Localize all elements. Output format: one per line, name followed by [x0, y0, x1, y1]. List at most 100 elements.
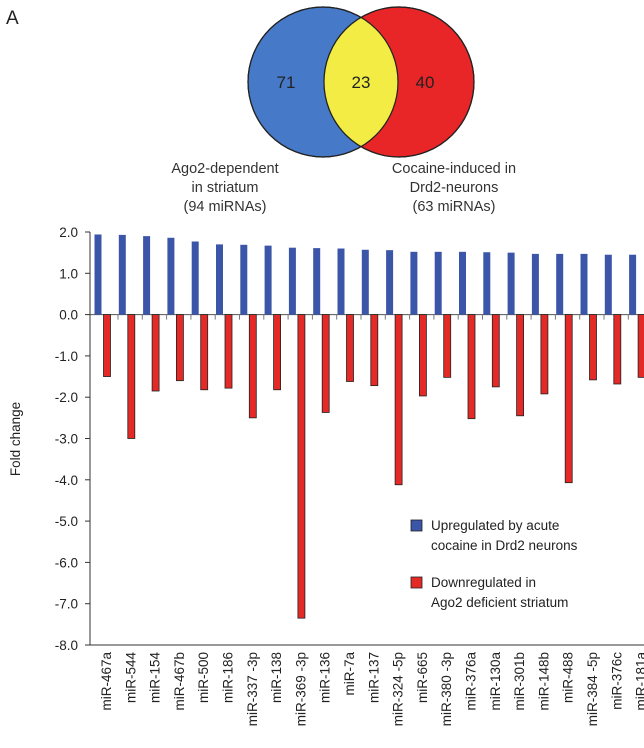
category-label: miR-148b: [536, 652, 551, 711]
venn-diagram: 71 23 40: [247, 6, 475, 158]
category-label: miR-488: [561, 652, 576, 703]
category-label: miR-137: [366, 652, 381, 703]
venn-overlap: [324, 7, 398, 157]
bar-upregulated: [264, 245, 272, 315]
legend-label-line2: cocaine in Drd2 neurons: [431, 538, 578, 553]
category-labels: miR-467a miR-544 miR-154 miR-467b miR-500 miR…: [99, 652, 644, 727]
y-tick-label: -5.0: [55, 514, 78, 529]
category-label: miR-138: [269, 652, 284, 703]
category-label: miR-384 -5p: [585, 652, 600, 726]
bar-downregulated: [273, 314, 282, 391]
y-axis: 2.0 1.0 0.0 -1.0 -2.0 -3.0 -4.0 -5.0 -6.0 -7.0 -8.…: [55, 225, 644, 653]
venn-left-caption-line3: (94 miRNAs): [183, 199, 267, 215]
bar-downregulated: [589, 314, 597, 381]
category-label: miR-337 -3p: [245, 652, 260, 726]
legend-label-line1: Downregulated in: [431, 575, 536, 590]
bar-downregulated: [321, 314, 330, 413]
bar-downregulated: [175, 314, 184, 382]
bar-upregulated: [507, 252, 515, 315]
y-tick-label: 2.0: [59, 225, 78, 240]
venn-right-count: 40: [416, 73, 435, 92]
category-label: miR-324 -5p: [391, 652, 406, 726]
bar-downregulated: [613, 314, 622, 385]
y-tick-label: 1.0: [59, 266, 78, 281]
category-label: miR-544: [123, 652, 138, 704]
y-tick-label: -3.0: [55, 432, 78, 447]
bar-downregulated: [418, 314, 427, 397]
bar-upregulated: [556, 253, 564, 315]
bar-downregulated: [564, 314, 573, 484]
bar-downregulated: [103, 314, 111, 377]
category-label: miR-376a: [464, 652, 479, 711]
bar-downregulated: [467, 314, 476, 420]
legend-label-line2: Ago2 deficient striatum: [431, 595, 568, 610]
venn-overlap-count: 23: [352, 73, 371, 92]
bar-upregulated: [386, 250, 394, 315]
bar-downregulated: [297, 314, 306, 619]
y-tick-label: -8.0: [55, 638, 78, 653]
category-label: miR-186: [221, 652, 236, 703]
category-label: miR-665: [415, 652, 430, 703]
bar-downregulated: [151, 314, 160, 392]
bar-downregulated: [637, 314, 644, 378]
venn-right-caption-line3: (63 miRNAs): [412, 199, 496, 215]
y-tick-label: -1.0: [55, 349, 78, 364]
legend-swatch: [410, 576, 423, 589]
bar-downregulated: [127, 314, 136, 439]
bar-upregulated: [216, 244, 223, 315]
bar-upregulated: [240, 244, 248, 315]
bar-upregulated: [434, 251, 442, 315]
bar-downregulated: [224, 314, 233, 389]
bar-downregulated: [370, 314, 379, 387]
y-tick-label: -6.0: [55, 555, 78, 570]
bar-upregulated: [167, 237, 175, 315]
bar-upregulated: [629, 254, 637, 315]
bar-upregulated: [410, 251, 418, 315]
bar-downregulated: [443, 314, 452, 378]
bar-upregulated: [313, 248, 321, 315]
y-tick-label: -4.0: [55, 473, 78, 488]
y-tick-label: -7.0: [55, 597, 78, 612]
venn-left-caption: Ago2-dependent in striatum (94 miRNAs): [150, 160, 300, 217]
bar-downregulated: [491, 314, 500, 388]
category-label: miR-130a: [488, 652, 503, 711]
bar-upregulated: [361, 249, 369, 315]
bar-upregulated: [604, 254, 612, 315]
category-label: miR-467a: [99, 652, 114, 711]
bar-upregulated: [580, 253, 588, 315]
legend: Upregulated by acute cocaine in Drd2 neur…: [410, 518, 578, 610]
bar-upregulated: [143, 236, 151, 315]
upregulated-bars: [94, 234, 637, 315]
bar-downregulated: [540, 314, 549, 395]
venn-left-caption-line1: Ago2-dependent: [171, 161, 279, 177]
bar-upregulated: [94, 234, 102, 315]
category-label: miR-301b: [512, 652, 527, 711]
bar-upregulated: [191, 241, 199, 315]
bar-downregulated: [248, 314, 257, 419]
category-label: miR-7a: [342, 652, 357, 696]
venn-left-count: 71: [277, 73, 296, 92]
legend-swatch: [410, 519, 423, 532]
category-label: miR-500: [196, 652, 211, 703]
venn-right-caption-line2: Drd2-neurons: [409, 180, 499, 196]
category-label: miR-136: [318, 652, 333, 703]
bar-upregulated: [459, 251, 466, 315]
y-axis-label: Fold change: [8, 402, 23, 476]
bar-upregulated: [531, 253, 539, 315]
legend-label-line1: Upregulated by acute: [431, 518, 559, 533]
bar-downregulated: [394, 314, 403, 486]
bar-downregulated: [516, 314, 524, 417]
bar-upregulated: [337, 248, 345, 315]
category-label: miR-181a: [634, 652, 644, 711]
category-label: miR-154: [148, 652, 163, 704]
bar-downregulated: [200, 314, 209, 391]
downregulated-bars: [103, 314, 644, 619]
bar-upregulated: [288, 247, 296, 315]
y-tick-label: -2.0: [55, 390, 78, 405]
y-tick-label: 0.0: [59, 308, 78, 323]
category-label: miR-380 -3p: [439, 652, 454, 726]
bar-downregulated: [346, 314, 354, 382]
category-label: miR-369 -3p: [293, 652, 308, 726]
panel-label: A: [6, 8, 19, 29]
